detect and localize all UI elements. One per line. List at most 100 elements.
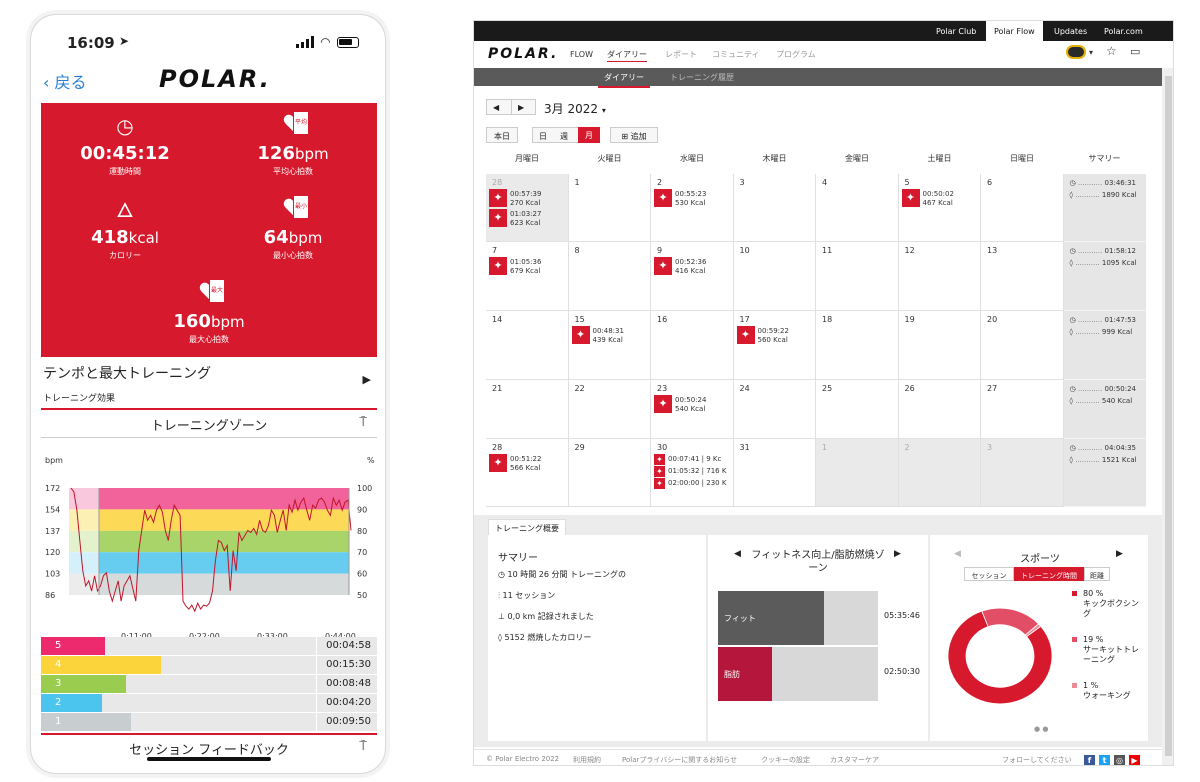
calendar-day[interactable]: 20 xyxy=(981,311,1064,380)
training-entry[interactable]: ✦ 00:52:36 416 Kcal xyxy=(654,257,730,277)
avatar[interactable] xyxy=(1066,45,1086,59)
training-entry[interactable]: ✦ 01:05:32 | 716 K xyxy=(654,466,730,478)
training-entry[interactable]: ✦ 00:07:41 | 9 Kc xyxy=(654,454,730,466)
calendar-day[interactable]: 10 xyxy=(733,242,816,311)
kickboxing-icon: ✦ xyxy=(654,478,665,489)
view-day-button[interactable]: 日 xyxy=(539,132,547,141)
today-button[interactable]: 本日 xyxy=(486,127,518,143)
fitness-prev-icon[interactable]: ◀ xyxy=(734,549,741,559)
calendar-day[interactable]: 2 xyxy=(898,439,981,507)
calendar-day[interactable]: 21 xyxy=(486,380,569,439)
sports-next-icon[interactable]: ▶ xyxy=(1116,549,1123,559)
subnav-diary[interactable]: ダイアリー xyxy=(598,72,650,88)
training-entry[interactable]: ✦ 00:55:23 530 Kcal xyxy=(654,189,730,209)
footer-link-cookies[interactable]: クッキーの設定 xyxy=(761,756,810,764)
signal-icon xyxy=(295,36,314,48)
calendar-day[interactable]: 29 xyxy=(568,439,651,507)
nav-reports[interactable]: レポート xyxy=(665,50,697,59)
calendar-day[interactable]: 31 xyxy=(733,439,816,507)
y-axis-label-left: bpm xyxy=(45,456,63,465)
twitter-icon[interactable]: t xyxy=(1099,755,1110,765)
calendar-day[interactable]: 24 xyxy=(733,380,816,439)
view-week-button[interactable]: 週 xyxy=(560,132,568,141)
calendar-day[interactable]: 25 xyxy=(816,380,899,439)
nav-diary[interactable]: ダイアリー xyxy=(607,49,647,62)
footer-link-terms[interactable]: 利用規約 xyxy=(573,756,601,764)
y-tick-right: 90 xyxy=(357,505,367,514)
calendar-day[interactable]: 22 xyxy=(568,380,651,439)
nav-programs[interactable]: プログラム xyxy=(776,50,816,59)
calendar-day[interactable]: 1 xyxy=(568,174,651,242)
fitness-next-icon[interactable]: ▶ xyxy=(894,549,901,559)
pin-icon[interactable]: ⍑ xyxy=(359,415,367,430)
heart-max-icon: 最大 xyxy=(199,279,225,303)
calendar-day[interactable]: 11 xyxy=(816,242,899,311)
month-selector[interactable]: 3月 2022 ▾ xyxy=(544,102,606,116)
footer-link-support[interactable]: カスタマーケア xyxy=(830,756,879,764)
training-entry[interactable]: ✦ 02:00:00 | 230 K xyxy=(654,478,730,490)
calendar-day[interactable]: 19 xyxy=(898,311,981,380)
scrollbar[interactable] xyxy=(1162,68,1173,765)
calendar-day[interactable]: 9 ✦ 00:52:36 416 Kcal xyxy=(651,242,734,311)
training-entry[interactable]: ✦ 01:05:36 679 Kcal xyxy=(489,257,565,277)
calendar-day[interactable]: 8 xyxy=(568,242,651,311)
calendar-day[interactable]: 17 ✦ 00:59:22 560 Kcal xyxy=(733,311,816,380)
training-entry[interactable]: ✦ 00:51:22 566 Kcal xyxy=(489,454,565,474)
view-month-button[interactable]: 月 xyxy=(578,127,600,143)
training-entry[interactable]: ✦ 00:50:24 540 Kcal xyxy=(654,395,730,415)
facebook-icon[interactable]: f xyxy=(1084,755,1095,765)
youtube-icon[interactable]: ▶ xyxy=(1129,755,1140,765)
pin-icon[interactable]: ⍑ xyxy=(359,739,367,754)
calendar-day[interactable]: 28 ✦ 00:57:39 270 Kcal ✦ 01:03:27 623 Kcal xyxy=(486,174,569,242)
footer-link-privacy[interactable]: Polarプライバシーに関するお知らせ xyxy=(622,756,738,764)
calendar-day[interactable]: 13 xyxy=(981,242,1064,311)
training-entry[interactable]: ✦ 00:50:02 467 Kcal xyxy=(901,189,978,209)
star-icon[interactable]: ☆ xyxy=(1106,44,1117,58)
prev-month-button[interactable]: ◀ xyxy=(493,103,500,112)
flame-icon: ◊ xyxy=(1069,191,1076,199)
calendar-day[interactable]: 30 ✦ 00:07:41 | 9 Kc ✦ 01:05:32 | 716 K ✦ 02:0… xyxy=(651,439,734,507)
calendar-day[interactable]: 6 xyxy=(981,174,1064,242)
message-icon[interactable]: ▭ xyxy=(1130,45,1141,58)
donut-slice xyxy=(947,610,1053,705)
calendar-day[interactable]: 28 ✦ 00:51:22 566 Kcal xyxy=(486,439,569,507)
calendar-day[interactable]: 15 ✦ 00:48:31 439 Kcal xyxy=(568,311,651,380)
topbar-polar-com[interactable]: Polar.com xyxy=(1104,27,1143,36)
sports-prev-icon[interactable]: ◀ xyxy=(954,549,961,559)
calendar-day[interactable]: 27 xyxy=(981,380,1064,439)
topbar-polar-flow[interactable]: Polar Flow xyxy=(986,21,1043,41)
calendar-day[interactable]: 26 xyxy=(898,380,981,439)
training-entry[interactable]: ✦ 01:03:27 623 Kcal xyxy=(489,209,565,229)
calendar-day[interactable]: 18 xyxy=(816,311,899,380)
overview-tab[interactable]: トレーニング概要 xyxy=(488,519,566,537)
calendar-day[interactable]: 1 xyxy=(816,439,899,507)
training-entry[interactable]: ✦ 00:48:31 439 Kcal xyxy=(571,326,648,346)
calendar-day[interactable]: 3 xyxy=(733,174,816,242)
polar-logo[interactable]: POLAR. xyxy=(488,46,559,62)
calendar-day[interactable]: 2 ✦ 00:55:23 530 Kcal xyxy=(651,174,734,242)
training-entry[interactable]: ✦ 00:59:22 560 Kcal xyxy=(736,326,813,346)
nav-community[interactable]: コミュニティ xyxy=(712,50,760,59)
chevron-down-icon[interactable]: ▾ xyxy=(1089,48,1094,57)
calendar-day[interactable]: 3 xyxy=(981,439,1064,507)
calendar-day[interactable]: 4 xyxy=(816,174,899,242)
add-button[interactable]: ⊞ 追加 xyxy=(610,127,658,143)
calendar-day[interactable]: 23 ✦ 00:50:24 540 Kcal xyxy=(651,380,734,439)
calendar-day[interactable]: 12 xyxy=(898,242,981,311)
instagram-icon[interactable]: ◎ xyxy=(1114,755,1125,765)
calendar-day[interactable]: 16 xyxy=(651,311,734,380)
calendar-day[interactable]: 5 ✦ 00:50:02 467 Kcal xyxy=(898,174,981,242)
training-entry[interactable]: ✦ 00:57:39 270 Kcal xyxy=(489,189,565,209)
subnav-training-history[interactable]: トレーニング履歴 xyxy=(670,73,734,82)
sports-tab[interactable]: セッション xyxy=(964,567,1014,581)
topbar-polar-club[interactable]: Polar Club xyxy=(936,27,977,36)
topbar-updates[interactable]: Updates xyxy=(1054,27,1088,36)
sports-tab[interactable]: トレーニング時間 xyxy=(1014,567,1084,581)
calendar-day[interactable]: 14 xyxy=(486,311,569,380)
calendar-day[interactable]: 7 ✦ 01:05:36 679 Kcal xyxy=(486,242,569,311)
sports-tab[interactable]: 距離 xyxy=(1084,567,1110,581)
next-month-button[interactable]: ▶ xyxy=(518,103,525,112)
summary-time-value: 01:47:53 xyxy=(1104,316,1136,324)
carousel-dots[interactable]: ● ● xyxy=(1034,725,1049,733)
back-button[interactable]: ‹ 戻る xyxy=(43,73,87,92)
